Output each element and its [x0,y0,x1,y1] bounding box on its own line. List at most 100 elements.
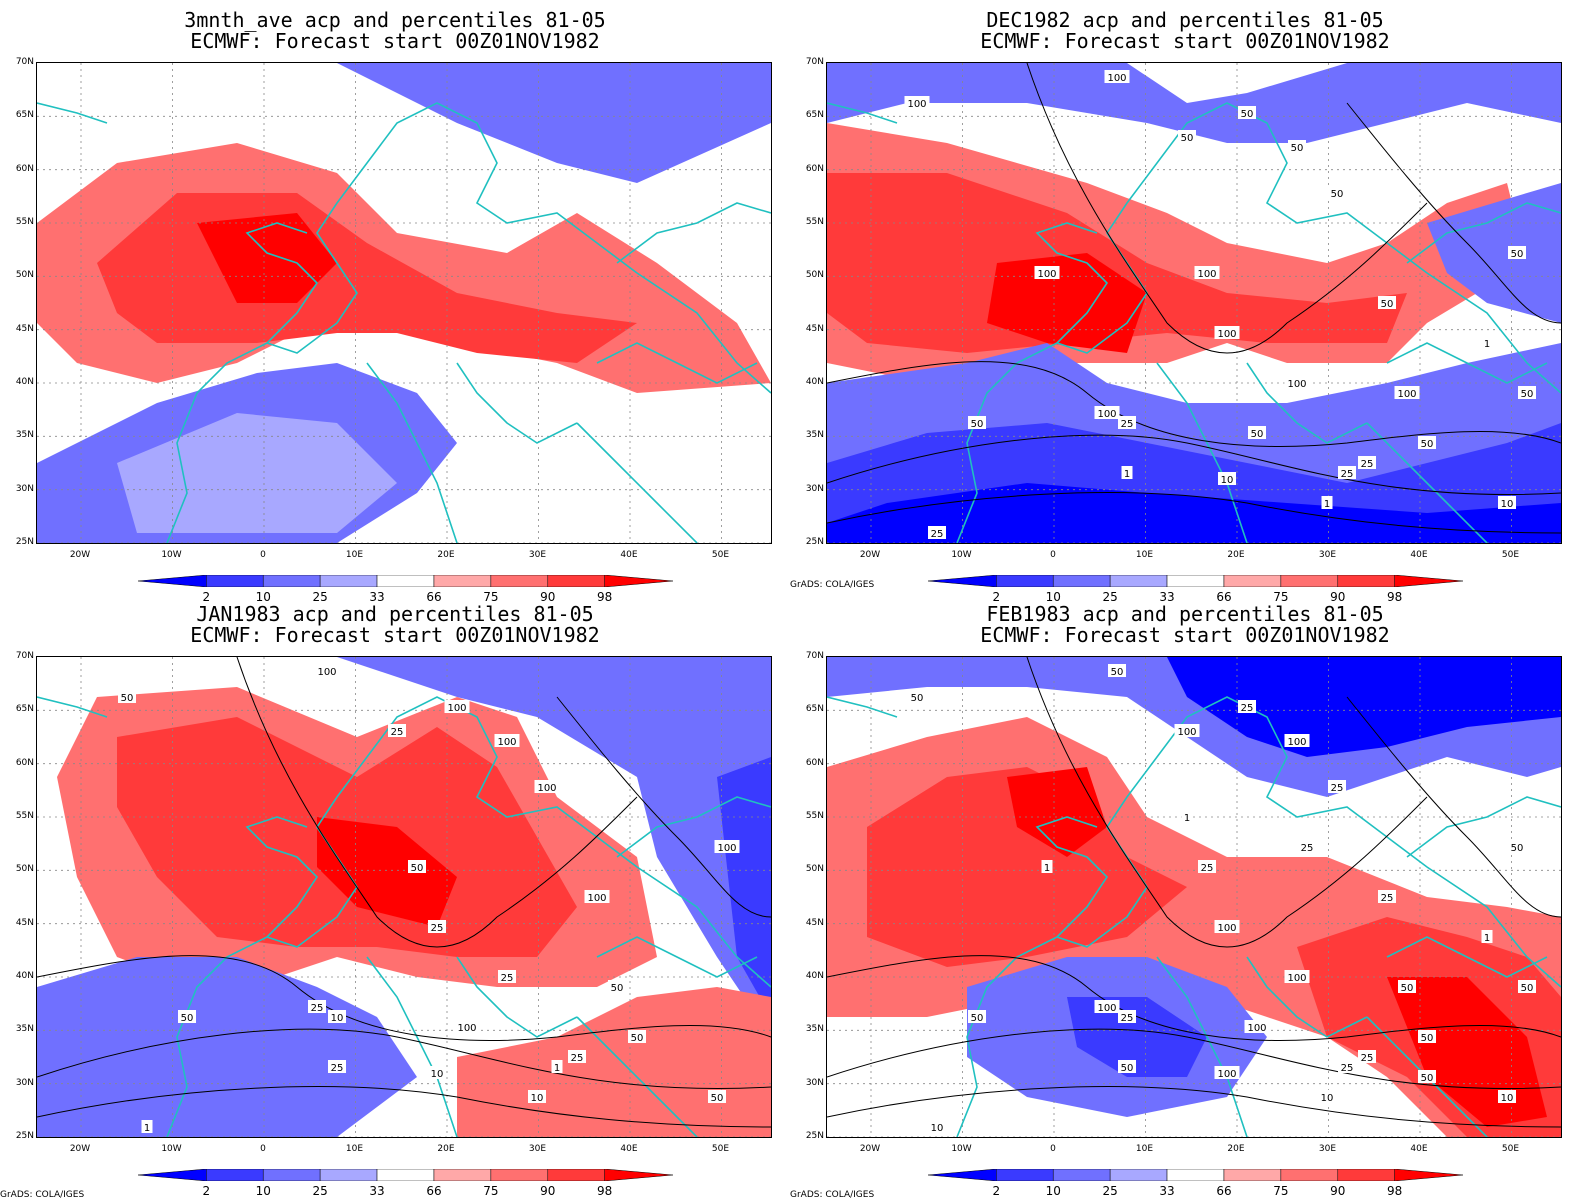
colorbar-label: 75 [483,1184,499,1198]
software-credit: GrADS: COLA/IGES [790,1190,875,1200]
longitude-label: 10E [345,550,364,560]
colorbar-label: 90 [1330,1184,1346,1198]
latitude-label: 50N [805,864,824,875]
longitude-label: 40E [620,1144,638,1154]
colorbar [138,575,673,587]
latitude-label: 65N [15,110,34,121]
map-panel-1: 3mnth_ave acp and percentiles 81-05 ECMWF… [0,0,790,604]
latitude-label: 50N [15,864,34,875]
contour-label: 50 [968,1010,986,1024]
contour-label: 100 [534,780,560,794]
percentile-shaded-region [827,173,1407,353]
latitude-label: 55N [805,217,824,227]
svg-text:25: 25 [431,923,444,934]
longitude-label: 10W [951,550,972,560]
percentile-shaded-region [37,657,771,1037]
latitude-label: 25N [805,537,824,547]
latitude-label: 45N [805,917,824,928]
colorbar-label: 25 [1102,1184,1118,1198]
svg-text:50: 50 [971,419,984,430]
colorbar-swatch [1052,1169,1111,1181]
colorbar [928,575,1463,587]
colorbar-swatch [1109,575,1168,587]
svg-text:50: 50 [411,863,424,874]
svg-text:100: 100 [457,1023,476,1034]
colorbar-swatch [262,575,321,587]
longitude-label: 10W [161,1144,182,1154]
svg-text:100: 100 [587,893,606,904]
contour-label: 50 [118,690,136,704]
contour-label: 100 [1284,734,1310,748]
contour-label: 100 [1244,1020,1270,1034]
contour-label: 100 [904,96,930,110]
svg-text:50: 50 [1121,1063,1134,1074]
contour-label: 25 [328,1060,346,1074]
svg-text:1: 1 [1044,863,1050,874]
map-plot-area [36,62,772,544]
svg-text:50: 50 [971,1013,984,1024]
latitude-label: 35N [805,430,824,441]
contour-label: 25 [1298,840,1316,854]
colorbar-label: 98 [1387,1184,1403,1198]
colorbar-label: 2 [202,1184,211,1198]
contour-label: 1 [1321,496,1333,510]
svg-text:50: 50 [711,1093,724,1104]
contour-label: 50 [1508,840,1526,854]
contour-label: 25 [1328,780,1346,794]
colorbar-swatch [547,575,605,587]
colorbar-swatch [1052,575,1111,587]
colorbar-swatch [996,1169,1054,1181]
latitude-label: 40N [805,971,824,981]
colorbar-swatch [1109,1169,1168,1181]
contour-label: 25 [1378,890,1396,904]
svg-text:25: 25 [1381,893,1394,904]
colorbar-swatch [604,575,673,587]
contour-label: 50 [628,1030,646,1044]
contour-label: 10 [928,1120,946,1134]
svg-text:1: 1 [554,1063,560,1074]
colorbar-label: 98 [1387,590,1403,604]
svg-text:25: 25 [1331,783,1344,794]
colorbar-label: 2 [202,590,211,604]
longitude-label: 30E [1318,1144,1337,1154]
contour-label: 100 [1094,406,1120,420]
svg-text:100: 100 [717,843,736,854]
longitude-label: 20E [437,1144,455,1154]
colorbar-label: 66 [1216,1184,1232,1198]
longitude-label: 30E [1318,550,1337,560]
colorbar-swatch [1337,575,1395,587]
contour-label: 50 [1238,106,1256,120]
svg-text:50: 50 [1511,843,1524,854]
panel-subtitle: ECMWF: Forecast start 00Z01NOV1982 [980,623,1390,647]
latitude-label: 30N [805,1077,824,1088]
longitude-label: 40E [620,550,638,560]
svg-text:10: 10 [1321,1093,1334,1104]
svg-text:1: 1 [1124,469,1130,480]
software-credit: GrADS: COLA/IGES [0,1190,85,1200]
contour-label: 50 [908,690,926,704]
svg-text:25: 25 [1341,469,1354,480]
colorbar-swatch [1223,1169,1282,1181]
contour-label: 25 [1358,1050,1376,1064]
latitude-label: 70N [805,57,824,67]
svg-text:50: 50 [181,1013,194,1024]
svg-text:100: 100 [447,703,466,714]
contour-label: 100 [314,664,340,678]
svg-text:50: 50 [1421,1033,1434,1044]
panel-subtitle: ECMWF: Forecast start 00Z01NOV1982 [980,29,1390,53]
longitude-label: 50E [1501,550,1520,560]
colorbar-swatch [1223,575,1282,587]
svg-text:50: 50 [1241,109,1254,120]
latitude-label: 45N [15,917,34,928]
svg-text:100: 100 [1107,73,1126,84]
panel-title: 3mnth_ave acp and percentiles 81-05 [184,8,606,32]
latitude-label: 40N [805,377,824,387]
latitude-label: 35N [15,430,34,441]
contour-label: 1 [1481,336,1493,350]
svg-text:25: 25 [391,727,404,738]
coastline [37,102,771,543]
percentile-shaded-region [37,957,417,1137]
svg-text:10: 10 [531,1093,544,1104]
contour-label: 100 [1394,386,1420,400]
svg-text:50: 50 [1511,249,1524,260]
